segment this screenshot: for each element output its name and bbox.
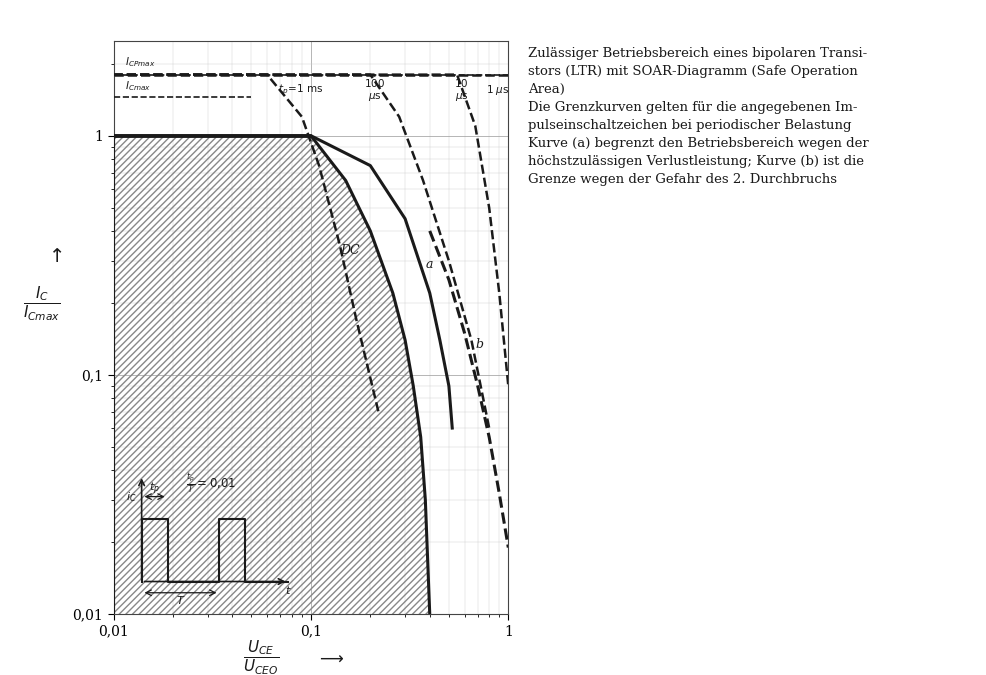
- Text: $100$
$\mu\mathrm{s}$: $100$ $\mu\mathrm{s}$: [364, 78, 385, 103]
- Text: b: b: [475, 338, 483, 351]
- Text: DC: DC: [339, 244, 359, 257]
- Text: $I_{Cmax}$: $I_{Cmax}$: [125, 79, 151, 93]
- Text: $\frac{t_p}{T}=0{,}01$: $\frac{t_p}{T}=0{,}01$: [185, 471, 236, 495]
- Text: Zulässiger Betriebsbereich eines bipolaren Transi-
stors (LTR) mit SOAR-Diagramm: Zulässiger Betriebsbereich eines bipolar…: [528, 47, 868, 186]
- Text: $i_C$: $i_C$: [126, 490, 136, 504]
- Text: $I_{CPmax}$: $I_{CPmax}$: [125, 55, 156, 69]
- Text: a: a: [425, 258, 433, 271]
- Text: $\longrightarrow$: $\longrightarrow$: [316, 649, 344, 667]
- Text: $T$: $T$: [176, 594, 185, 606]
- Text: $10$
$\mu\mathrm{s}$: $10$ $\mu\mathrm{s}$: [454, 78, 468, 103]
- Text: $t$: $t$: [285, 584, 292, 596]
- Text: $\dfrac{I_C}{I_{Cmax}}$: $\dfrac{I_C}{I_{Cmax}}$: [23, 285, 60, 323]
- Text: $t_p\!=\!1\ \mathrm{ms}$: $t_p\!=\!1\ \mathrm{ms}$: [278, 83, 323, 97]
- Text: $\dfrac{U_{CE}}{U_{CEO}}$: $\dfrac{U_{CE}}{U_{CEO}}$: [244, 639, 279, 675]
- Text: $\uparrow$: $\uparrow$: [45, 247, 63, 266]
- Text: $t_p$: $t_p$: [149, 481, 160, 497]
- Text: $1\ \mu\mathrm{s}$: $1\ \mu\mathrm{s}$: [485, 83, 509, 97]
